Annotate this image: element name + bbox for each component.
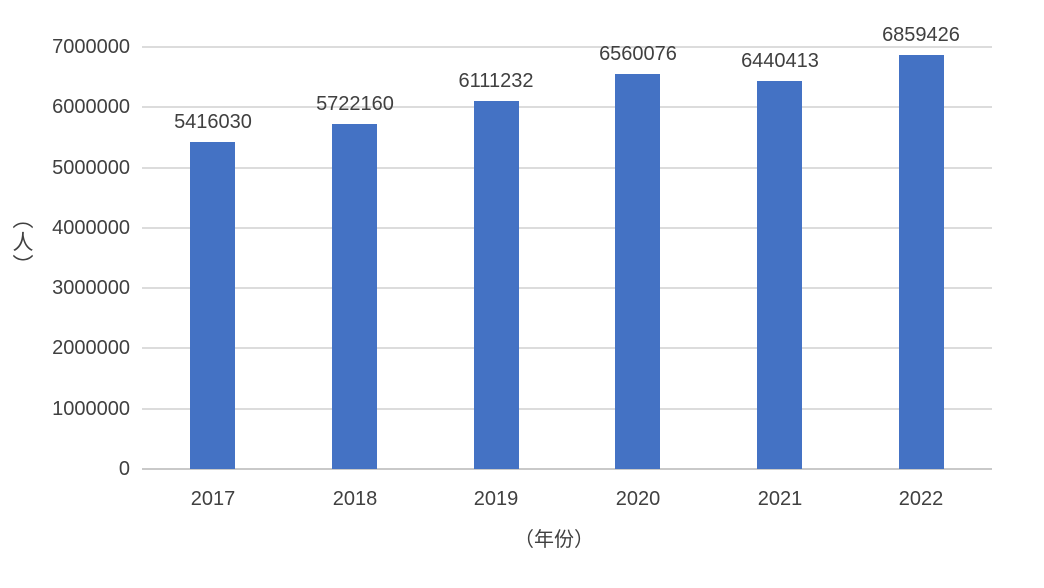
- data-label-2019: 6111232: [458, 70, 534, 92]
- bar-2020: [615, 74, 660, 469]
- x-axis-tick-label-2022: 2022: [898, 488, 944, 510]
- x-axis-tick-label-2018: 2018: [332, 488, 378, 510]
- y-axis-tick-label: 7000000: [52, 36, 130, 58]
- gridline: [142, 167, 992, 169]
- y-axis-tick-label: 4000000: [52, 217, 130, 239]
- bar-2021: [757, 81, 802, 469]
- bar-2019: [474, 101, 519, 469]
- bar-2022: [899, 55, 944, 469]
- y-axis-tick-label: 6000000: [52, 96, 130, 118]
- y-axis-tick-label: 0: [118, 458, 130, 480]
- gridline: [142, 227, 992, 229]
- y-axis-tick-label: 2000000: [52, 337, 130, 359]
- x-axis-tick-label-2017: 2017: [190, 488, 236, 510]
- x-axis-title: （年份）: [514, 529, 594, 551]
- gridline: [142, 106, 992, 108]
- bar-2018: [332, 124, 377, 469]
- gridline: [142, 287, 992, 289]
- x-axis-baseline: [142, 468, 992, 470]
- gridline: [142, 347, 992, 349]
- y-axis-tick-label: 3000000: [52, 277, 130, 299]
- x-axis-tick-label-2021: 2021: [757, 488, 803, 510]
- data-label-2020: 6560076: [599, 43, 677, 65]
- data-label-2022: 6859426: [882, 24, 960, 46]
- y-axis-title: （人）: [10, 208, 33, 277]
- plot-area: [142, 46, 992, 470]
- gridline: [142, 408, 992, 410]
- y-axis-tick-label: 1000000: [52, 398, 130, 420]
- x-axis-tick-label-2020: 2020: [615, 488, 661, 510]
- x-axis-tick-label-2019: 2019: [473, 488, 519, 510]
- gridline: [142, 46, 992, 48]
- bar-2017: [190, 142, 235, 469]
- y-axis-tick-label: 5000000: [52, 157, 130, 179]
- data-label-2021: 6440413: [741, 50, 819, 72]
- data-label-2018: 5722160: [316, 93, 394, 115]
- data-label-2017: 5416030: [174, 111, 252, 133]
